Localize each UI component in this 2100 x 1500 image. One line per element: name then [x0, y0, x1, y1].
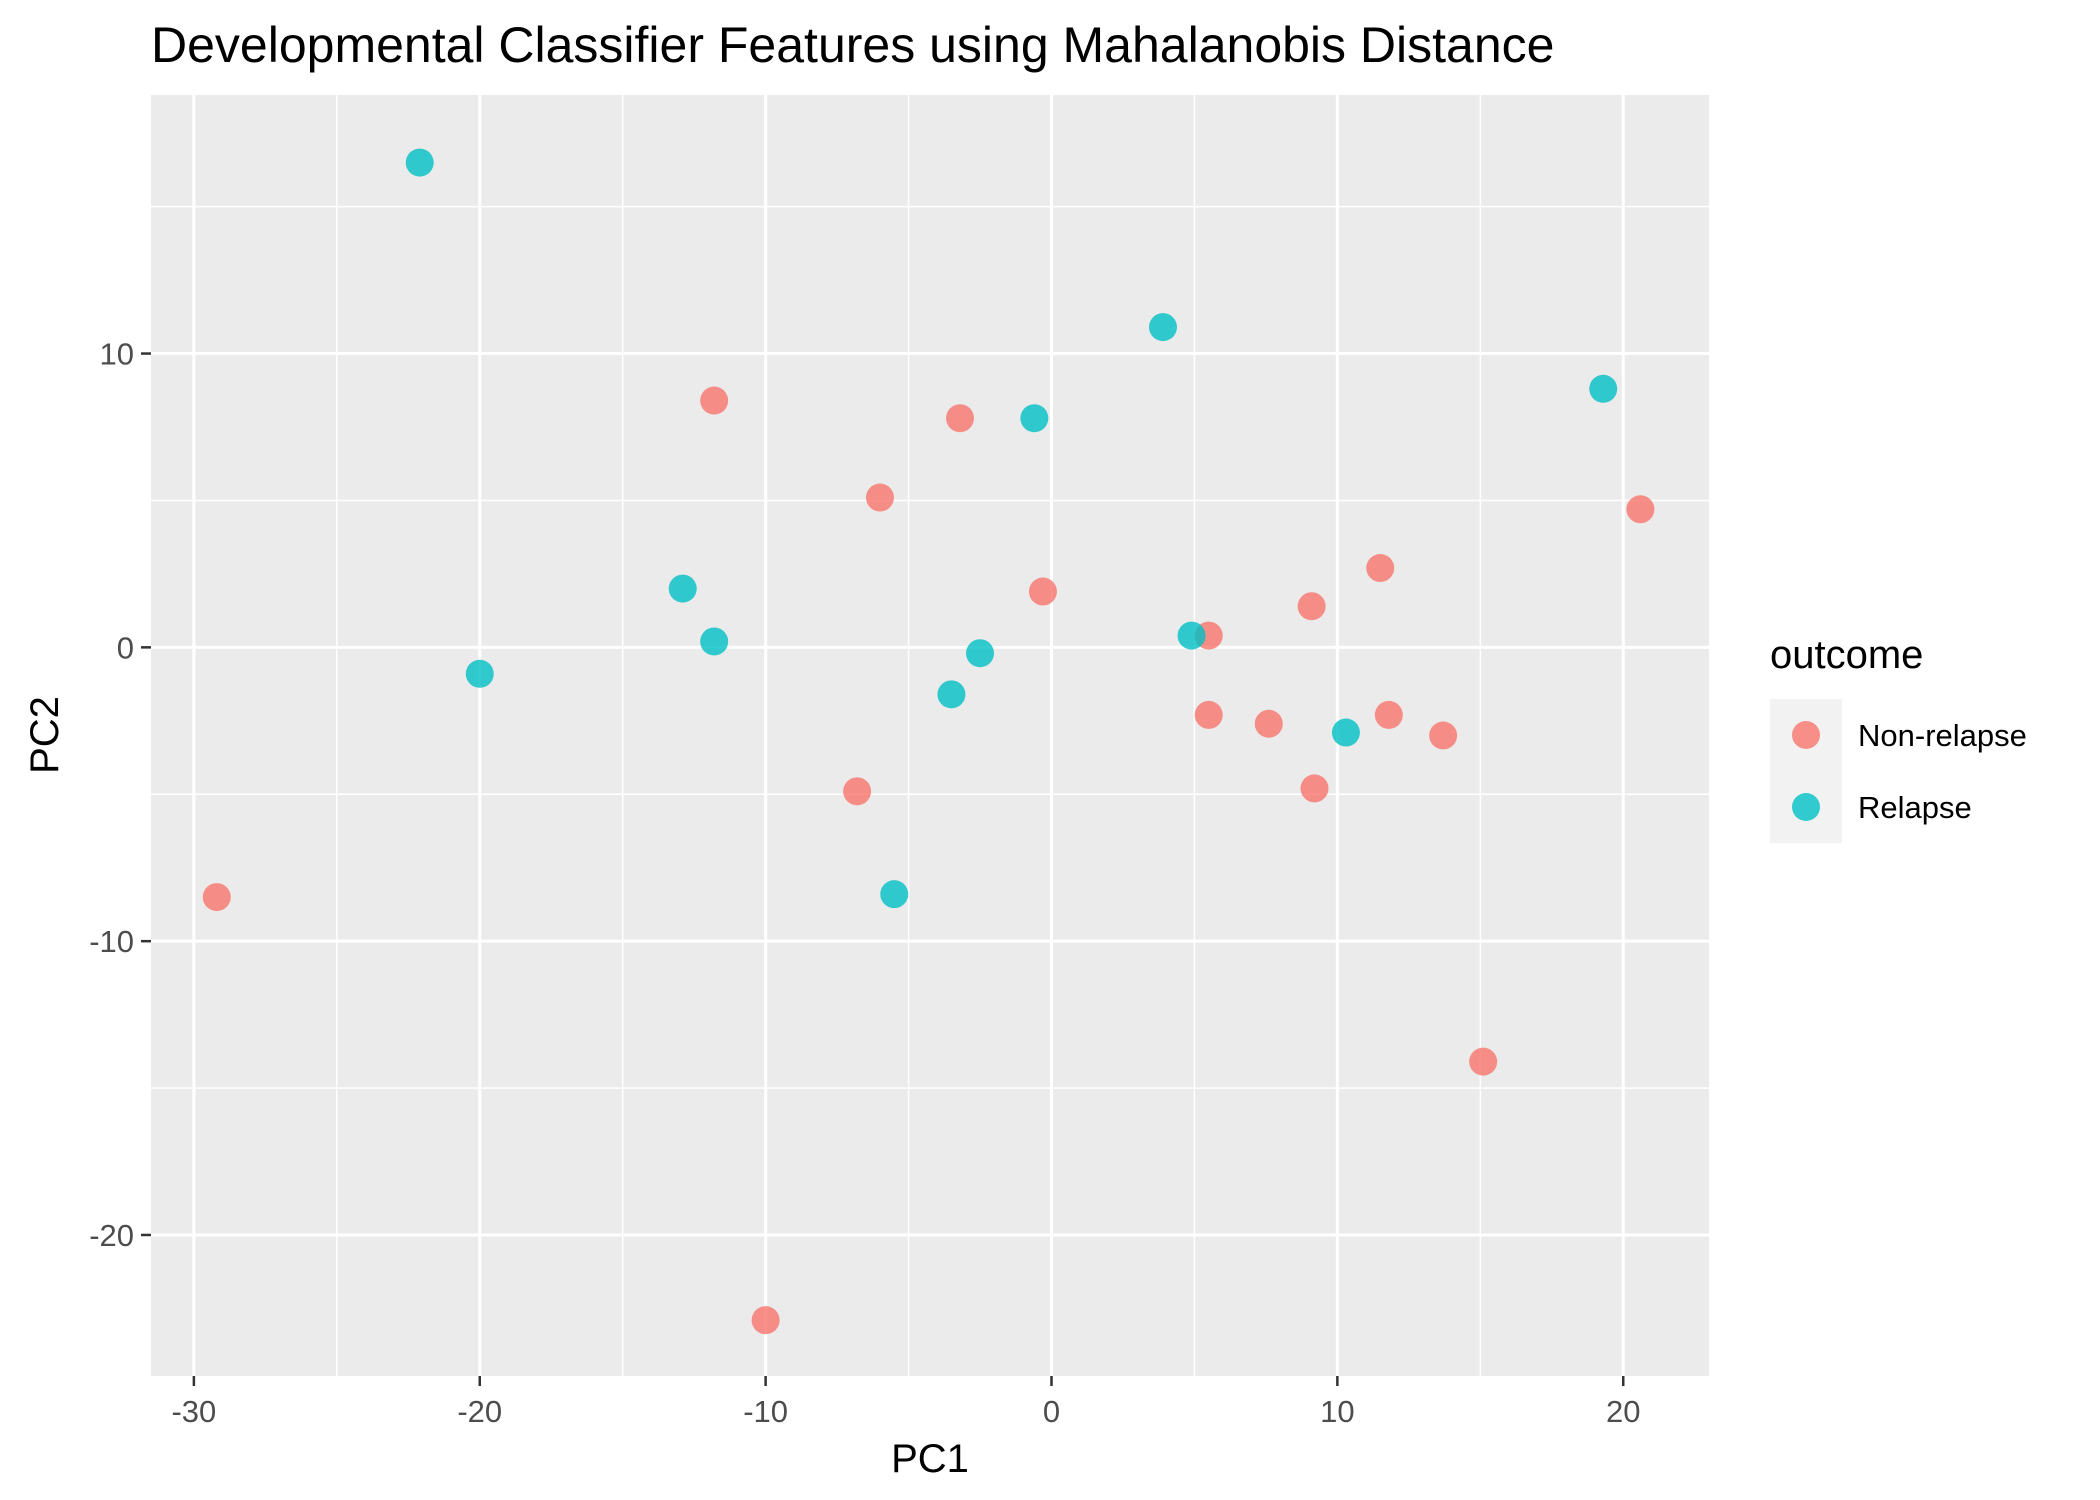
point-relapse: [880, 880, 909, 909]
y-tick-label: -20: [89, 1218, 134, 1253]
point-non-relapse: [1028, 577, 1057, 606]
point-non-relapse: [751, 1306, 780, 1335]
x-axis-title: PC1: [891, 1437, 969, 1481]
plot-panel: [151, 95, 1709, 1376]
point-non-relapse: [1626, 495, 1655, 524]
x-tick-label: -10: [743, 1394, 788, 1429]
x-tick-label: 20: [1606, 1394, 1640, 1429]
point-relapse: [668, 574, 697, 603]
y-tick-label: -10: [89, 924, 134, 959]
point-relapse: [1589, 374, 1618, 403]
point-non-relapse: [843, 777, 872, 806]
point-non-relapse: [1469, 1047, 1498, 1076]
legend-key-non-relapse: [1792, 721, 1820, 749]
data-points: [202, 148, 1655, 1335]
y-tick-label: 10: [100, 337, 134, 372]
point-relapse: [1331, 718, 1360, 747]
x-tick-label: 0: [1043, 1394, 1060, 1429]
point-non-relapse: [202, 883, 231, 912]
point-relapse: [405, 148, 434, 177]
point-non-relapse: [1254, 709, 1283, 738]
point-non-relapse: [700, 386, 729, 415]
point-relapse: [937, 680, 966, 709]
point-non-relapse: [946, 404, 975, 433]
point-relapse: [465, 659, 494, 688]
point-non-relapse: [1194, 700, 1223, 729]
y-axis: -20 -10 0 10: [89, 337, 151, 1253]
legend-label-relapse: Relapse: [1858, 790, 1972, 825]
point-non-relapse: [865, 483, 894, 512]
chart-title: Developmental Classifier Features using …: [151, 17, 1554, 73]
x-axis: -30 -20 -10 0 10 20: [171, 1376, 1640, 1429]
point-non-relapse: [1297, 592, 1326, 621]
point-relapse: [700, 627, 729, 656]
point-relapse: [1148, 313, 1177, 342]
point-non-relapse: [1429, 721, 1458, 750]
point-non-relapse: [1300, 774, 1329, 803]
legend-key-background: [1770, 699, 1842, 843]
x-tick-label: -30: [171, 1394, 216, 1429]
legend-label-non-relapse: Non-relapse: [1858, 718, 2027, 753]
y-axis-title: PC2: [23, 696, 67, 774]
x-tick-label: 10: [1320, 1394, 1354, 1429]
x-tick-label: -20: [457, 1394, 502, 1429]
legend-title: outcome: [1770, 633, 1923, 677]
point-non-relapse: [1366, 554, 1395, 583]
y-tick-label: 0: [117, 630, 134, 665]
minor-gridlines: [151, 95, 1709, 1376]
point-non-relapse: [1374, 700, 1403, 729]
legend: outcome Non-relapse Relapse: [1770, 633, 2027, 843]
point-relapse: [966, 639, 995, 668]
point-relapse: [1020, 404, 1049, 433]
legend-key-relapse: [1792, 793, 1820, 821]
point-relapse: [1177, 621, 1206, 650]
